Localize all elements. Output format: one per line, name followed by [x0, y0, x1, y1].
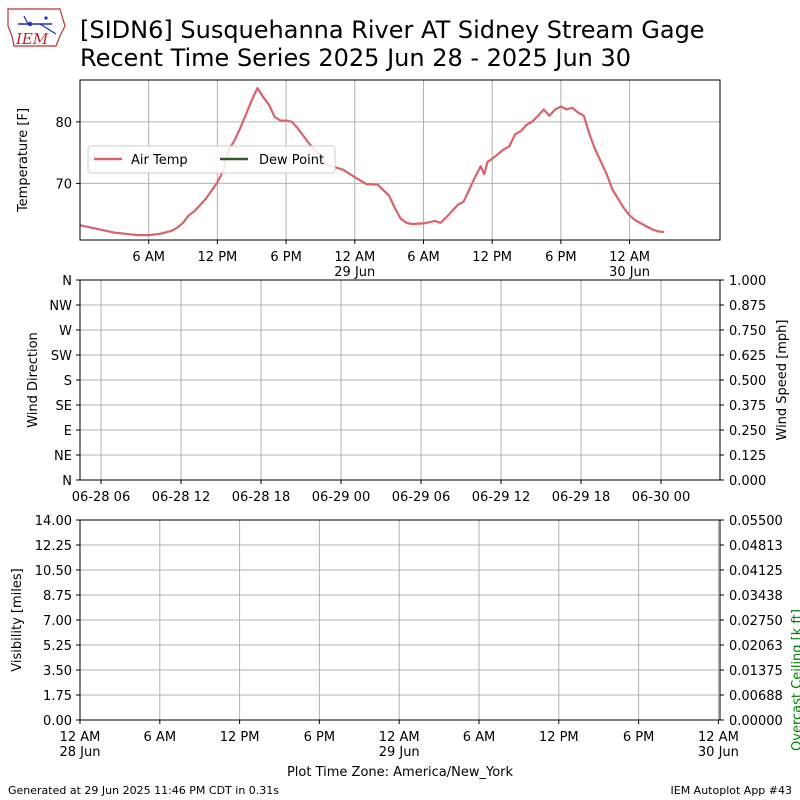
y-tick-label: NW [49, 299, 72, 314]
legend-box [87, 145, 336, 174]
y-tick-label-right: 0.375 [729, 399, 766, 414]
y-tick-label-right: 0.01375 [729, 664, 783, 679]
y-tick-label-right: 0.02750 [729, 614, 783, 629]
x-tick-label: 6 AM [407, 250, 440, 265]
y-tick-label-right: 0.625 [729, 349, 766, 364]
y-tick-label-right: 0.03438 [729, 589, 783, 604]
y-tick-label-right: 0.750 [729, 324, 766, 339]
x-tick-label: 06-29 00 [312, 490, 370, 505]
x-tick-label: 6 PM [545, 250, 576, 265]
temperature-axes [79, 79, 721, 241]
x-tick-label: 12 PM [198, 250, 238, 265]
x-tick-label: 12 AM [334, 250, 375, 265]
x-tick-label: 29 Jun [334, 265, 375, 280]
legend-label-dew-point: Dew Point [259, 153, 324, 168]
y-tick-label: 12.25 [35, 539, 72, 554]
y-axis-label: Wind Direction [26, 332, 41, 428]
x-tick-label: 06-29 18 [552, 490, 610, 505]
x-tick-label: 6 PM [623, 730, 654, 745]
y-tick-label-right: 0.250 [729, 424, 766, 439]
y-tick-label: 5.25 [43, 639, 72, 654]
y-tick-label: S [64, 374, 72, 389]
y-tick-label: 0.00 [43, 714, 72, 729]
series-line-air-temp [79, 86, 665, 237]
y-tick-label-right: 0.05500 [729, 514, 783, 529]
chart-subtitle: Recent Time Series 2025 Jun 28 - 2025 Ju… [80, 44, 632, 72]
y-tick-label-right: 1.000 [729, 274, 766, 289]
y-tick-label-right: 0.04125 [729, 564, 783, 579]
x-tick-label: 6 PM [304, 730, 335, 745]
y-tick-label: NE [54, 449, 72, 464]
x-tick-label: 12 AM [379, 730, 420, 745]
y-axis-label: Visibility [miles] [10, 568, 25, 671]
y-tick-label-right: 0.125 [729, 449, 766, 464]
y-tick-label: E [64, 424, 72, 439]
y-tick-label: 1.75 [43, 689, 72, 704]
iem-logo: IEM [6, 6, 66, 50]
y-tick-label-right: 0.00000 [729, 714, 783, 729]
x-tick-label: 06-28 12 [152, 490, 210, 505]
x-tick-label: 30 Jun [698, 745, 739, 760]
x-tick-label: 12 AM [60, 730, 101, 745]
x-tick-label: 12 AM [698, 730, 739, 745]
y-tick-label: 7.00 [43, 614, 72, 629]
y-tick-label: 10.50 [35, 564, 72, 579]
x-tick-label: 06-28 06 [72, 490, 130, 505]
iem-logo-icon [7, 8, 66, 47]
y-tick-label: 3.50 [43, 664, 72, 679]
x-tick-label: 6 PM [270, 250, 301, 265]
y-tick-label: SW [51, 349, 72, 364]
x-tick-label: 28 Jun [60, 745, 101, 760]
y-tick-label-right: 0.875 [729, 299, 766, 314]
x-tick-label: 30 Jun [609, 265, 650, 280]
x-tick-label: 06-28 18 [232, 490, 290, 505]
x-tick-label: 12 PM [220, 730, 260, 745]
x-tick-label: 6 AM [144, 730, 177, 745]
logo-text: IEM [16, 30, 49, 48]
y-tick-label: N [62, 474, 72, 489]
x-tick-label: 12 PM [472, 250, 512, 265]
y-axis-label-right: Wind Speed [mph] [775, 320, 790, 441]
x-tick-label: 6 AM [132, 250, 165, 265]
y-tick-label: 14.00 [35, 514, 72, 529]
y-tick-label-right: 0.02063 [729, 639, 783, 654]
y-axis-label-right: Overcast Ceiling [k ft] [790, 609, 800, 751]
generated-label: Generated at 29 Jun 2025 11:46 PM CDT in… [8, 784, 280, 797]
y-tick-label-right: 0.04813 [729, 539, 783, 554]
y-tick-label: 8.75 [43, 589, 72, 604]
y-tick-label: SE [56, 399, 72, 414]
y-tick-label-right: 0.500 [729, 374, 766, 389]
chart-title: [SIDN6] Susquehanna River AT Sidney Stre… [80, 16, 705, 44]
x-tick-label: 06-29 06 [392, 490, 450, 505]
y-tick-label-right: 0.00688 [729, 689, 783, 704]
x-tick-label: 12 AM [609, 250, 650, 265]
x-tick-label: 29 Jun [379, 745, 420, 760]
y-tick-label: 80 [55, 116, 72, 131]
x-tick-label: 12 PM [539, 730, 579, 745]
y-tick-label: W [59, 324, 72, 339]
y-tick-label: N [62, 274, 72, 289]
timezone-label: Plot Time Zone: America/New_York [286, 765, 514, 780]
legend-label-air-temp: Air Temp [131, 153, 188, 168]
y-axis-label: Temperature [F] [16, 108, 31, 213]
x-tick-label: 06-29 12 [472, 490, 530, 505]
app-label: IEM Autoplot App #43 [670, 784, 793, 797]
x-tick-label: 06-30 00 [632, 490, 690, 505]
x-tick-label: 6 AM [463, 730, 496, 745]
y-tick-label-right: 0.000 [729, 474, 766, 489]
y-tick-label: 70 [55, 177, 72, 192]
